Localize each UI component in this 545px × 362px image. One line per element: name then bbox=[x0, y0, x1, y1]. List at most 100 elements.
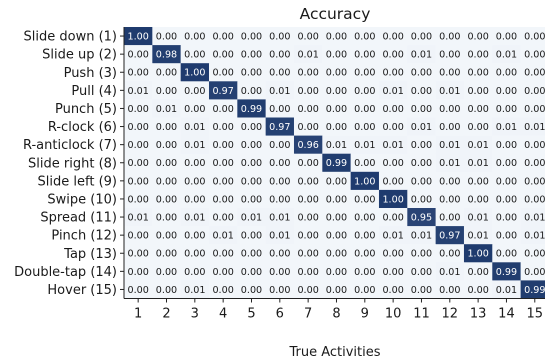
heatmap-cell bbox=[237, 244, 266, 263]
y-tick-label: Swipe (10) bbox=[47, 192, 117, 207]
heatmap-cell bbox=[350, 81, 380, 100]
cell-value-label: 0.00 bbox=[269, 140, 290, 151]
heatmap-cell bbox=[463, 208, 493, 227]
cell-value-label: 0.01 bbox=[439, 140, 460, 151]
cell-value-label: 0.00 bbox=[156, 176, 177, 187]
cell-value-label: 0.00 bbox=[524, 194, 545, 205]
heatmap-cell bbox=[435, 226, 465, 245]
cell-value-label: 0.01 bbox=[496, 50, 517, 61]
heatmap-cell bbox=[237, 189, 266, 209]
cell-value-label: 0.00 bbox=[411, 267, 432, 278]
cell-value-label: 0.01 bbox=[411, 50, 432, 61]
cell-value-label: 0.01 bbox=[411, 122, 432, 133]
heatmap-cell bbox=[435, 81, 465, 100]
heatmap-cell bbox=[463, 117, 493, 136]
cell-value-label: 0.00 bbox=[297, 86, 318, 97]
cell-value-label: 0.00 bbox=[156, 140, 177, 151]
heatmap-cell bbox=[208, 244, 238, 263]
cell-value-label: 0.00 bbox=[297, 122, 318, 133]
cell-value-label: 0.00 bbox=[354, 68, 375, 79]
heatmap-cell bbox=[407, 189, 436, 209]
cell-value-label: 0.00 bbox=[297, 68, 318, 79]
y-tick-label: Pull (4) bbox=[71, 84, 117, 99]
x-tick-label: 9 bbox=[361, 307, 369, 322]
cell-value-label: 0.00 bbox=[326, 50, 347, 61]
heatmap-cell bbox=[152, 45, 181, 64]
heatmap-cell bbox=[124, 171, 153, 191]
heatmap-cell bbox=[463, 153, 493, 173]
cell-value-label: 0.01 bbox=[127, 86, 148, 97]
heatmap-cell bbox=[180, 226, 210, 245]
y-tick-label: Slide down (1) bbox=[24, 30, 117, 45]
heatmap-cell bbox=[435, 153, 465, 173]
heatmap-cell bbox=[322, 117, 351, 136]
heatmap-cell bbox=[237, 171, 266, 191]
heatmap-cell bbox=[237, 63, 266, 82]
cell-value-label: 0.00 bbox=[496, 86, 517, 97]
cell-value-label: 0.00 bbox=[297, 194, 318, 205]
heatmap-cell bbox=[180, 117, 210, 136]
cell-value-label: 0.00 bbox=[269, 68, 290, 79]
cell-value-label: 0.00 bbox=[326, 212, 347, 223]
heatmap-cell bbox=[152, 117, 181, 136]
cell-value-label: 0.99 bbox=[496, 267, 517, 278]
cell-value-label: 0.00 bbox=[156, 86, 177, 97]
heatmap-cell bbox=[407, 99, 436, 118]
cell-value-label: 0.00 bbox=[382, 158, 403, 169]
heatmap-cell bbox=[378, 189, 408, 209]
heatmap-cell bbox=[520, 280, 545, 299]
heatmap-cell bbox=[180, 208, 210, 227]
cell-value-label: 0.00 bbox=[241, 50, 262, 61]
cell-value-label: 0.00 bbox=[127, 50, 148, 61]
heatmap-cell bbox=[435, 45, 465, 64]
cell-value-label: 0.01 bbox=[297, 50, 318, 61]
heatmap-cell bbox=[463, 99, 493, 118]
cell-value-label: 0.01 bbox=[524, 231, 545, 242]
heatmap-cell bbox=[293, 27, 323, 46]
cell-value-label: 0.00 bbox=[269, 158, 290, 169]
cell-value-label: 0.00 bbox=[496, 194, 517, 205]
cell-value-label: 0.00 bbox=[297, 31, 318, 42]
cell-value-label: 0.01 bbox=[467, 212, 488, 223]
y-tick-label: R-anticlock (7) bbox=[23, 138, 117, 153]
cell-value-label: 0.00 bbox=[127, 285, 148, 296]
heatmap-cell bbox=[350, 171, 380, 191]
cell-value-label: 0.00 bbox=[156, 158, 177, 169]
cell-value-label: 0.00 bbox=[439, 212, 460, 223]
heatmap-cell bbox=[407, 81, 436, 100]
cell-value-label: 0.00 bbox=[411, 31, 432, 42]
cell-value-label: 0.00 bbox=[467, 267, 488, 278]
cell-value-label: 0.00 bbox=[127, 231, 148, 242]
heatmap-cell bbox=[208, 99, 238, 118]
heatmap-cell bbox=[208, 63, 238, 82]
cell-value-label: 0.00 bbox=[382, 176, 403, 187]
heatmap-cell bbox=[378, 244, 408, 263]
cell-value-label: 0.00 bbox=[241, 158, 262, 169]
heatmap-cell bbox=[350, 226, 380, 245]
heatmap-cell bbox=[407, 226, 436, 245]
heatmap-cell bbox=[407, 117, 436, 136]
heatmap-cell bbox=[350, 45, 380, 64]
heatmap-cell bbox=[208, 81, 238, 100]
heatmap-cell bbox=[463, 27, 493, 46]
cell-value-label: 0.00 bbox=[354, 31, 375, 42]
cell-value-label: 0.00 bbox=[297, 249, 318, 260]
x-tick-label: 14 bbox=[498, 307, 515, 322]
heatmap-cell bbox=[152, 280, 181, 299]
cell-value-label: 1.00 bbox=[127, 31, 148, 42]
cell-value-label: 0.01 bbox=[269, 231, 290, 242]
cell-value-label: 0.00 bbox=[212, 249, 233, 260]
heatmap-cell bbox=[350, 117, 380, 136]
heatmap-cell bbox=[407, 280, 436, 299]
cell-value-label: 0.00 bbox=[496, 231, 517, 242]
heatmap-cell bbox=[124, 189, 153, 209]
cell-value-label: 0.00 bbox=[156, 249, 177, 260]
cell-value-label: 0.01 bbox=[184, 122, 205, 133]
cell-value-label: 0.96 bbox=[297, 140, 318, 151]
heatmap-cell bbox=[265, 27, 295, 46]
cell-value-label: 0.00 bbox=[297, 231, 318, 242]
cell-value-label: 0.00 bbox=[411, 285, 432, 296]
heatmap-cell bbox=[378, 63, 408, 82]
heatmap-cell bbox=[152, 153, 181, 173]
